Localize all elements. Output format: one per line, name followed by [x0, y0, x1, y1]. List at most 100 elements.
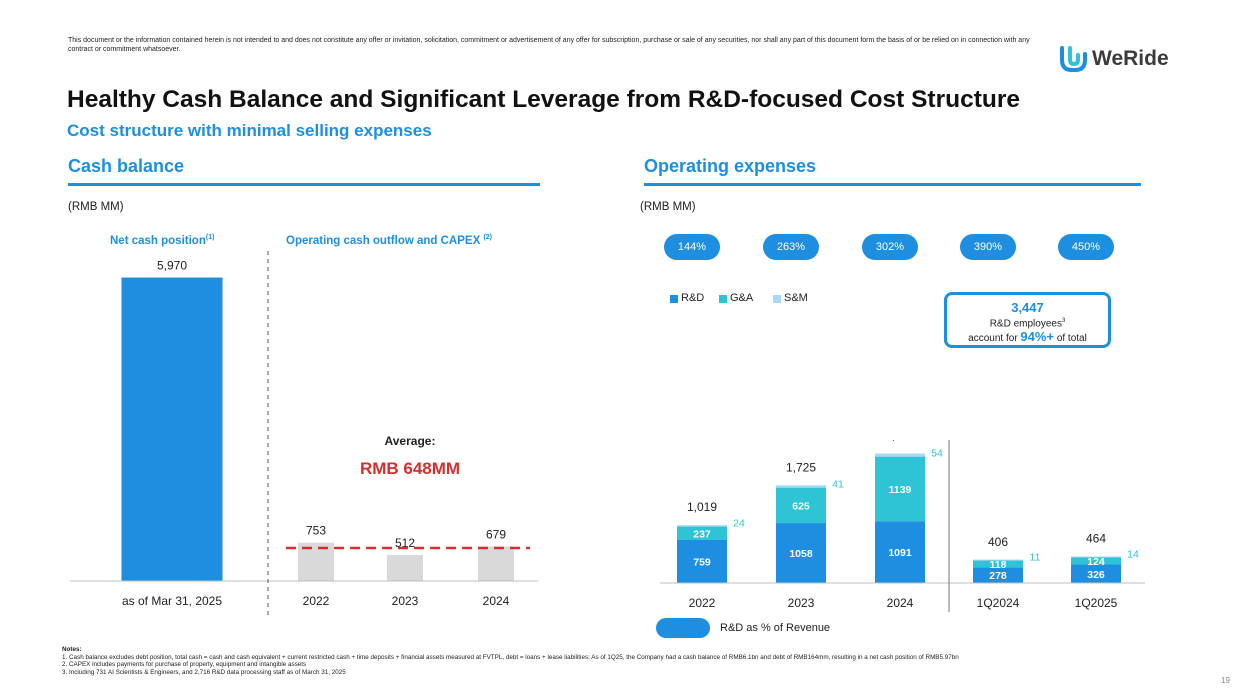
cash-x-tick-3: 2024	[483, 594, 510, 608]
opex-x-tick-0: 2022	[689, 596, 716, 610]
cash-average-value: RMB 648MM	[360, 459, 460, 478]
pct-pill-1q2024: 390%	[960, 234, 1016, 260]
opex-bar-0-rd	[677, 539, 727, 583]
cash-bar-label-3: 679	[486, 527, 506, 541]
opex-bar-4-ga	[1071, 557, 1121, 565]
opex-rule	[644, 183, 1141, 186]
rd-employees-line2: account for 94%+ of total	[947, 330, 1108, 345]
opex-rd-value-0: 759	[693, 556, 711, 568]
opex-bar-1-rd	[776, 523, 826, 583]
legend-ga-label: G&A	[730, 292, 754, 304]
rd-share-post: of total	[1056, 333, 1087, 345]
opex-x-tick-2: 2024	[887, 596, 914, 610]
opex-bar-2-rd	[875, 521, 925, 583]
legend-rd-swatch	[670, 295, 678, 303]
cash-average-label: Average:	[385, 434, 436, 448]
opex-rd-value-1: 1058	[789, 548, 813, 560]
note-2: 2. CAPEX includes payments for purchase …	[62, 661, 307, 669]
opex-rd-value-3: 278	[989, 570, 1007, 582]
rd-employees-text: R&D employees	[989, 318, 1062, 330]
opex-bar-4-sm	[1071, 556, 1121, 558]
net-cash-label: Net cash position	[110, 234, 206, 247]
outflow-sup: (2)	[483, 234, 493, 241]
opex-total-1: 1,725	[786, 460, 816, 474]
opex-bar-0-ga	[677, 526, 727, 540]
opex-chart: 759 237 24 1,019 2022 1058 625 41 1,725 2023 1091 1…	[660, 440, 1145, 612]
opex-title: Operating expenses	[644, 156, 817, 176]
rd-employees-sup: 3	[1061, 318, 1066, 324]
opex-ga-value-3: 118	[990, 559, 1007, 571]
legend-ga-swatch	[719, 295, 727, 303]
cash-balance-title: Cash balance	[68, 156, 185, 176]
cash-bar-2	[387, 554, 423, 581]
legend-sm-swatch	[773, 295, 781, 303]
page-number: 19	[1221, 676, 1230, 685]
legend-sm-label: S&M	[784, 292, 808, 304]
opex-x-tick-3: 1Q2024	[977, 596, 1020, 610]
opex-ga-value-1: 625	[792, 500, 810, 512]
opex-ga-value-0: 237	[693, 528, 711, 540]
opex-rd-value-2: 1091	[888, 547, 912, 559]
opex-bar-4-rd	[1071, 564, 1121, 583]
rd-share-value: 94%+	[1020, 329, 1055, 345]
page-title: Healthy Cash Balance and Significant Lev…	[67, 86, 1020, 113]
pct-pill-2023: 263%	[763, 234, 819, 260]
opex-sm-value-3: 11	[1030, 552, 1041, 564]
opex-x-tick-1: 2023	[788, 596, 815, 610]
opex-total-4: 464	[1086, 532, 1106, 546]
opex-ga-value-4: 124	[1087, 556, 1105, 568]
opex-bar-2-ga	[875, 456, 925, 522]
cash-bar-0	[121, 277, 223, 581]
net-cash-heading: Net cash position(1)	[110, 234, 214, 247]
opex-total-0: 1,019	[687, 500, 717, 514]
rd-share-pre: account for	[968, 333, 1018, 345]
cash-balance-unit: (RMB MM)	[68, 201, 124, 213]
cash-bar-3	[478, 546, 514, 581]
opex-unit: (RMB MM)	[640, 201, 696, 213]
cash-bar-label-0: 5,970	[157, 259, 187, 273]
opex-bar-2-sm	[875, 453, 925, 457]
cash-x-tick-0: as of Mar 31, 2025	[122, 594, 222, 608]
opex-ga-value-2: 1139	[889, 484, 912, 496]
cash-bar-label-2: 512	[395, 536, 415, 550]
rd-employees-line1: R&D employees3	[947, 315, 1108, 330]
cash-x-tick-1: 2022	[303, 594, 330, 608]
disclaimer: This document or the information contain…	[68, 37, 1030, 53]
page-subtitle: Cost structure with minimal selling expe…	[67, 121, 432, 140]
opex-x-tick-4: 1Q2025	[1075, 596, 1118, 610]
footnotes: Notes: 1. Cash balance excludes debt pos…	[62, 646, 1212, 676]
opex-bar-3-sm	[973, 559, 1023, 561]
opex-sm-value-2: 54	[931, 448, 943, 460]
outflow-heading: Operating cash outflow and CAPEX (2)	[286, 234, 492, 247]
opex-sm-value-1: 41	[832, 479, 844, 491]
net-cash-sup: (1)	[205, 234, 215, 241]
opex-bar-1-sm	[776, 485, 826, 488]
opex-total-2: 2,284	[885, 440, 915, 443]
opex-bar-1-ga	[776, 487, 826, 524]
cash-x-tick-2: 2023	[392, 594, 419, 608]
note-3: 3. Including 731 AI Scientists & Enginee…	[62, 668, 346, 676]
weride-logo-icon	[1060, 46, 1087, 72]
opex-sm-value-0: 24	[733, 518, 745, 530]
opex-rd-value-4: 326	[1087, 569, 1105, 581]
rd-employees-count: 3,447	[1011, 300, 1044, 315]
opex-bar-3-rd	[973, 567, 1023, 583]
opex-bar-3-ga	[973, 560, 1023, 568]
outflow-label: Operating cash outflow and CAPEX	[286, 234, 481, 247]
cash-bar-label-1: 753	[306, 524, 326, 538]
cash-balance-rule	[68, 183, 540, 186]
pct-pill-2024: 302%	[862, 234, 918, 260]
opex-bar-0-sm	[677, 525, 727, 527]
legend-rd-label: R&D	[681, 292, 705, 304]
pill-legend-label: R&D as % of Revenue	[720, 622, 831, 634]
pct-pill-2022: 144%	[664, 234, 720, 260]
rd-employees-callout: 3,447 R&D employees3 account for 94%+ of…	[944, 292, 1111, 348]
notes-heading: Notes:	[62, 646, 82, 653]
opex-sm-value-4: 14	[1127, 549, 1139, 561]
weride-logo-text: WeRide	[1092, 47, 1169, 70]
pct-pill-1q2025: 450%	[1058, 234, 1114, 260]
cash-balance-chart: 5,970 as of Mar 31, 2025 753 2022 512 2023 679…	[70, 251, 538, 615]
opex-total-3: 406	[988, 535, 1008, 549]
note-1: 1. Cash balance excludes debt position, …	[62, 653, 959, 661]
pill-legend-swatch	[656, 618, 710, 638]
